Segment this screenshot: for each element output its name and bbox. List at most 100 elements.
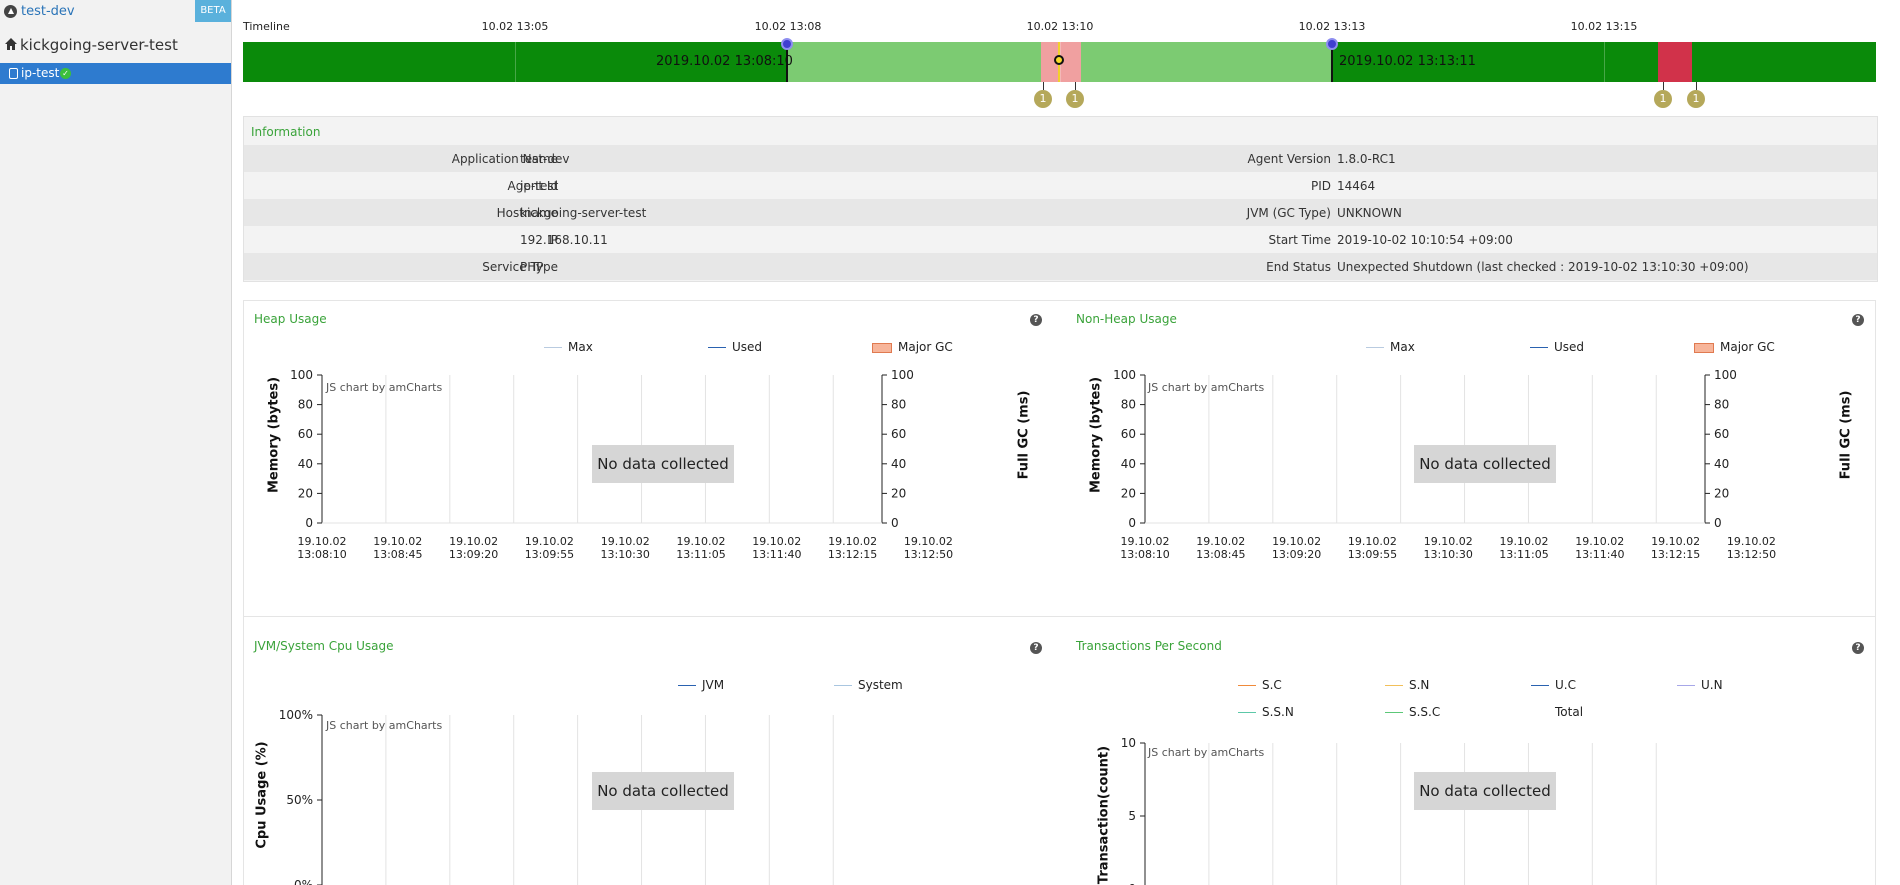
- y2-axis-title: Full GC (ms): [1016, 390, 1032, 480]
- legend-swatch: [1385, 685, 1403, 686]
- x-tick-label: 19.10.02: [1196, 535, 1245, 548]
- chart-credit[interactable]: JS chart by amCharts: [1148, 381, 1265, 394]
- non-heap-usage-panel: Non-Heap Usage ? Max Used Major GC 0 0 20 2…: [1067, 301, 1875, 615]
- agent-item-selected[interactable]: ip-test ✓: [0, 63, 231, 84]
- help-icon[interactable]: ?: [1030, 642, 1042, 654]
- help-icon[interactable]: ?: [1030, 314, 1042, 326]
- error-segment[interactable]: [1658, 42, 1692, 82]
- y2-tick-label: 100: [891, 368, 914, 382]
- chart-credit[interactable]: JS chart by amCharts: [1148, 746, 1265, 759]
- legend-item-used[interactable]: Used: [708, 340, 762, 354]
- y-tick-label: 5: [1128, 809, 1136, 823]
- event-count-badge[interactable]: 1: [1066, 90, 1084, 108]
- current-time-pointer[interactable]: [1054, 55, 1064, 65]
- y-tick-label: 40: [298, 457, 313, 471]
- start-marker-line: [786, 48, 788, 82]
- legend-swatch: [1531, 712, 1549, 713]
- event-count-badge[interactable]: 1: [1654, 90, 1672, 108]
- x-tick-label: 13:08:45: [1196, 548, 1245, 561]
- tps-panel: Transactions Per Second ? S.C S.N U.C U.…: [1067, 617, 1875, 885]
- timeline-bar[interactable]: 2019.10.02 13:08:10 2019.10.02 13:13:11: [243, 38, 1876, 82]
- y-axis-title: Transaction(count): [1096, 745, 1112, 885]
- legend-label: Max: [568, 340, 593, 354]
- x-tick-label: 19.10.02: [601, 535, 650, 548]
- y-axis-title: Memory (bytes): [1088, 376, 1104, 494]
- event-count-badge[interactable]: 1: [1034, 90, 1052, 108]
- y-tick-label: 100%: [279, 708, 313, 722]
- info-value: 2019-10-02 10:10:54 +09:00: [1337, 233, 1513, 247]
- y-axis-title: Cpu Usage (%): [254, 741, 270, 849]
- legend-item-sc[interactable]: S.C: [1238, 678, 1282, 692]
- info-label: Agent Id: [507, 179, 559, 193]
- legend-item-total[interactable]: Total: [1531, 705, 1583, 719]
- legend-item-max[interactable]: Max: [544, 340, 593, 354]
- legend-swatch: [872, 342, 892, 353]
- info-value: Unexpected Shutdown (last checked : 2019…: [1337, 260, 1749, 274]
- legend-item-major-gc[interactable]: Major GC: [872, 340, 953, 354]
- x-tick-label: 13:08:10: [297, 548, 346, 561]
- x-tick-label: 19.10.02: [1651, 535, 1700, 548]
- y-tick-label: 20: [298, 486, 313, 500]
- start-marker-handle[interactable]: [781, 38, 793, 50]
- end-marker-line: [1331, 48, 1333, 82]
- x-tick-label: 19.10.02: [677, 535, 726, 548]
- legend-label: S.C: [1262, 678, 1282, 692]
- legend-item-uc[interactable]: U.C: [1531, 678, 1576, 692]
- legend-item-ssc[interactable]: S.S.C: [1385, 705, 1440, 719]
- y2-tick-label: 80: [1714, 398, 1729, 412]
- x-tick-label: 19.10.02: [904, 535, 953, 548]
- end-marker-handle[interactable]: [1326, 38, 1338, 50]
- legend-item-un[interactable]: U.N: [1677, 678, 1723, 692]
- y-tick-label: 60: [1121, 427, 1136, 441]
- home-icon: [5, 38, 17, 50]
- cpu-usage-plot: 0% 50% 100%: [279, 708, 834, 885]
- y-tick-label: 20: [1121, 486, 1136, 500]
- cpu-usage-panel: JVM/System Cpu Usage ? JVM System 0% 50% 1…: [244, 617, 1064, 885]
- legend-item-major-gc[interactable]: Major GC: [1694, 340, 1775, 354]
- info-label: Hostname: [496, 206, 558, 220]
- x-tick-label: 19.10.02: [298, 535, 347, 548]
- application-selector[interactable]: test-dev BETA: [0, 0, 231, 23]
- info-label: IP: [547, 233, 558, 247]
- info-label: Service Type: [482, 260, 558, 274]
- no-data-message: No data collected: [592, 772, 734, 810]
- help-icon[interactable]: ?: [1852, 642, 1864, 654]
- legend-item-system[interactable]: System: [834, 678, 903, 692]
- check-icon: ✓: [60, 68, 71, 79]
- no-data-message: No data collected: [1414, 772, 1556, 810]
- legend-item-jvm[interactable]: JVM: [678, 678, 724, 692]
- x-tick-label: 19.10.02: [449, 535, 498, 548]
- chart-credit[interactable]: JS chart by amCharts: [326, 719, 443, 732]
- help-icon[interactable]: ?: [1852, 314, 1864, 326]
- x-tick-label: 19.10.02: [1500, 535, 1549, 548]
- x-tick-label: 13:12:15: [1651, 548, 1700, 561]
- chart-credit[interactable]: JS chart by amCharts: [326, 381, 443, 394]
- server-group[interactable]: kickgoing-server-test: [0, 34, 231, 56]
- application-name[interactable]: test-dev: [21, 4, 75, 19]
- y-tick-label: 0: [305, 516, 313, 530]
- legend-swatch: [1531, 685, 1549, 686]
- legend-item-sn[interactable]: S.N: [1385, 678, 1429, 692]
- legend-swatch: [1385, 712, 1403, 713]
- legend-swatch: [1677, 685, 1695, 686]
- x-tick-label: 13:12:50: [1727, 548, 1776, 561]
- y2-tick-label: 0: [1714, 516, 1722, 530]
- x-tick-label: 19.10.02: [1348, 535, 1397, 548]
- timeline-tick: 10.02 13:15: [1570, 20, 1638, 33]
- info-label: Application Name: [451, 152, 558, 166]
- legend-item-ssn[interactable]: S.S.N: [1238, 705, 1294, 719]
- legend-swatch: [544, 347, 562, 348]
- x-tick-label: 19.10.02: [1121, 535, 1170, 548]
- legend-swatch: [1694, 342, 1714, 353]
- legend-label: U.N: [1701, 678, 1723, 692]
- legend-item-max[interactable]: Max: [1366, 340, 1415, 354]
- y-tick-label: 0%: [294, 878, 313, 885]
- info-value: 14464: [1337, 179, 1376, 193]
- y2-tick-label: 80: [891, 398, 906, 412]
- event-count-badge[interactable]: 1: [1687, 90, 1705, 108]
- legend-item-used[interactable]: Used: [1530, 340, 1584, 354]
- chart-title: JVM/System Cpu Usage: [254, 639, 394, 653]
- y2-tick-label: 20: [1714, 486, 1729, 500]
